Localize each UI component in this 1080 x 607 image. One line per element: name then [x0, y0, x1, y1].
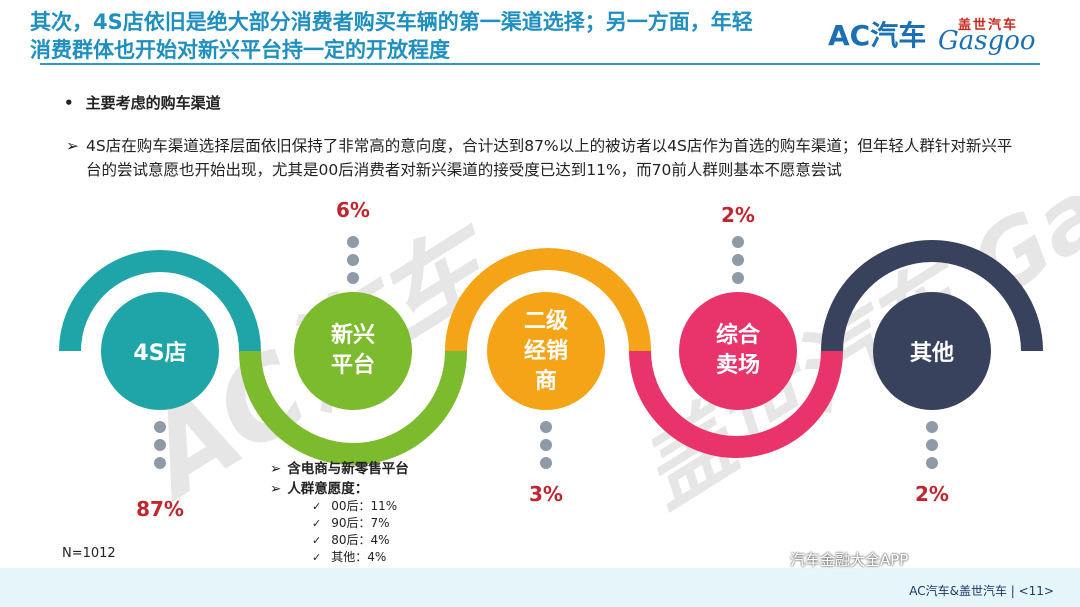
check-icon: ✓: [312, 534, 322, 547]
value-4s: 87%: [136, 497, 184, 521]
title-divider: [40, 63, 1040, 65]
arrow-bullet-icon: ➢: [270, 461, 282, 477]
circle-emerging: [294, 292, 412, 410]
arrow-bullet-icon: ➢: [66, 137, 79, 155]
channel-label-dealer: 二级 经销商: [523, 309, 568, 394]
title-line-1: 其次，4S店依旧是绝大部分消费者购买车辆的第一渠道选择；另一方面，年轻: [30, 10, 753, 34]
gasgoo-logo: 盖世汽车 Gasgoo: [938, 12, 1048, 56]
check-icon: ✓: [312, 517, 322, 530]
note-line-1: 含电商与新零售平台: [287, 461, 409, 477]
emerging-notes: ➢ 含电商与新零售平台 ➢ 人群意愿度：: [270, 459, 409, 499]
circle-other: [873, 292, 991, 410]
value-emerging: 6%: [336, 198, 370, 222]
title-line-2: 消费群体也开始对新兴平台持一定的开放程度: [30, 38, 450, 62]
bullet-dot-icon: •: [64, 94, 74, 112]
channel-wave-diagram: [59, 236, 1043, 469]
value-dealer: 3%: [529, 482, 563, 506]
arrow-bullet-icon: ➢: [270, 481, 282, 497]
channel-label-emerging: 新兴 平台: [330, 323, 375, 378]
footer-band: [0, 568, 1080, 607]
channel-label-mall: 综合 卖场: [715, 323, 760, 378]
circle-mall: [679, 292, 797, 410]
section-heading-text: 主要考虑的购车渠道: [85, 94, 221, 112]
arc-mall: [629, 350, 843, 458]
age-item: 00后：11%: [331, 499, 398, 513]
age-item: 80后：4%: [331, 533, 390, 547]
page-title: 其次，4S店依旧是绝大部分消费者购买车辆的第一渠道选择；另一方面，年轻 消费群体…: [30, 8, 810, 64]
age-item: 其他：4%: [331, 550, 387, 564]
arc-4s: [59, 250, 261, 352]
age-item: 90后：7%: [331, 516, 390, 530]
description: ➢ 4S店在购车渠道选择层面依旧保持了非常高的意向度，合计达到87%以上的被访者…: [66, 134, 1026, 182]
arc-emerging: [239, 350, 467, 465]
section-heading: • 主要考虑的购车渠道: [64, 92, 221, 113]
check-icon: ✓: [312, 551, 322, 564]
channel-label-other: 其他: [909, 341, 954, 366]
circle-4s: [101, 292, 219, 410]
age-breakdown: ✓ 00后：11% ✓ 90后：7% ✓ 80后：4% ✓ 其他：4%: [312, 498, 397, 566]
wechat-watermark: 汽车金融大全APP: [790, 551, 909, 569]
circle-dealer: [487, 292, 605, 410]
footer-page-label: AC汽车&盖世汽车 | <11>: [909, 584, 1054, 598]
arc-other: [821, 240, 1043, 352]
ac-auto-logo: AC汽车: [828, 19, 927, 52]
description-text: 4S店在购车渠道选择层面依旧保持了非常高的意向度，合计达到87%以上的被访者以4…: [86, 137, 1013, 179]
note-line-2: 人群意愿度：: [287, 481, 369, 497]
channel-label-4s: 4S店: [133, 341, 187, 366]
check-icon: ✓: [312, 500, 322, 513]
gasgoo-logo-en: Gasgoo: [938, 26, 1036, 56]
arc-dealer: [445, 248, 651, 352]
dot-connectors: [154, 236, 938, 469]
sample-size: N=1012: [62, 546, 116, 561]
gasgoo-logo-cn: 盖世汽车: [958, 18, 1019, 33]
value-mall: 2%: [721, 203, 755, 227]
value-other: 2%: [915, 482, 949, 506]
